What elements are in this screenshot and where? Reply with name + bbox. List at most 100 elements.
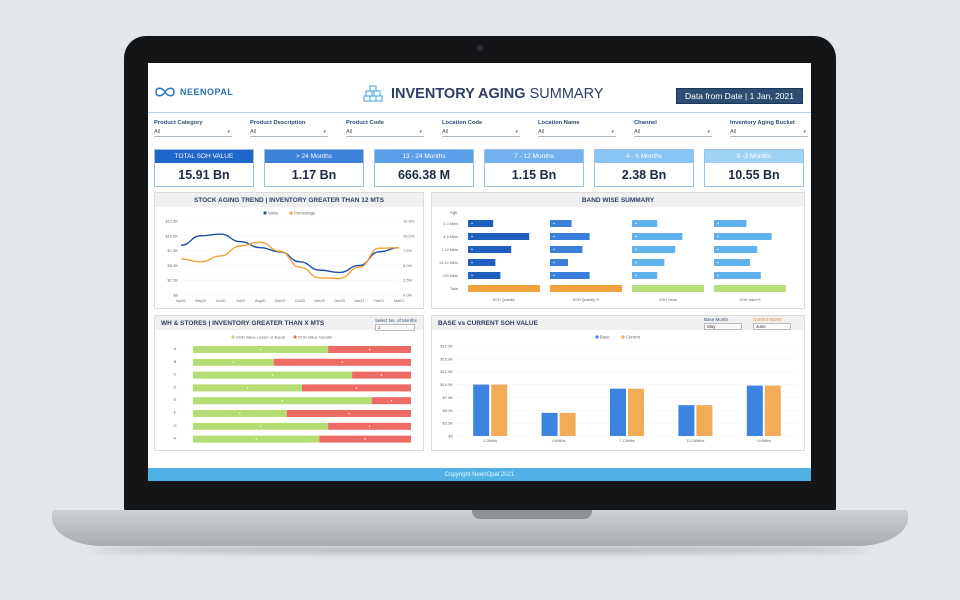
- filter-label: Location Name: [538, 120, 580, 126]
- band-column-label: SOH Quantity %: [573, 298, 600, 302]
- filter-6[interactable]: Inventory Aging Bucket All ▾: [730, 120, 808, 137]
- current-month-selector[interactable]: Current Month June: [753, 317, 791, 330]
- series-line-value[interactable]: [180, 233, 400, 274]
- base-month-selector[interactable]: Base Month May: [704, 317, 742, 330]
- bar-label-dot: [259, 348, 262, 351]
- legend-marker: [231, 335, 235, 339]
- months-selector[interactable]: Select No. of Months 2: [375, 318, 417, 331]
- filter-dropdown[interactable]: All ▾: [442, 128, 520, 137]
- bar-label-dot: [255, 438, 257, 440]
- kpi-card-1[interactable]: > 24 Months 1.17 Bn: [264, 149, 364, 187]
- band-bar[interactable]: [468, 233, 530, 240]
- bar-label-dot: [717, 222, 719, 225]
- bar-base[interactable]: [541, 412, 558, 436]
- band-bar[interactable]: [550, 246, 583, 253]
- filter-5[interactable]: Channel All ▾: [634, 120, 712, 137]
- bar-label-dot: [471, 235, 473, 238]
- filter-1[interactable]: Product Description All ▾: [250, 120, 328, 137]
- bar-current[interactable]: [559, 412, 576, 436]
- bar-base[interactable]: [610, 388, 626, 436]
- wh-title: WH & STORES | INVENTORY GREATER THAN X M…: [155, 316, 423, 330]
- x-tick: Jul20: [236, 299, 245, 303]
- band-bar[interactable]: [714, 285, 786, 292]
- infinity-logo-icon: [155, 87, 175, 97]
- filter-label: Product Description: [250, 120, 306, 126]
- laptop-shadow: [90, 546, 870, 554]
- current-month-value[interactable]: June: [753, 323, 791, 330]
- bar-base[interactable]: [473, 384, 490, 436]
- band-chart[interactable]: Age 0-3 Mths 4-6 Mths 7-12 Mths 13-24 Mths >2…: [432, 207, 804, 308]
- filter-0[interactable]: Product Category All ▾: [154, 120, 232, 137]
- band-bar[interactable]: [468, 259, 496, 266]
- bar-current[interactable]: [491, 384, 508, 436]
- brand-logo[interactable]: NEENOPAL: [154, 86, 233, 98]
- band-bar[interactable]: [632, 259, 665, 266]
- band-bar[interactable]: [550, 285, 622, 292]
- kpi-card-5[interactable]: 0 -3 Months 10.55 Bn: [704, 149, 804, 187]
- band-bar[interactable]: [714, 233, 772, 240]
- band-column-label: SOH Value: [659, 298, 677, 302]
- months-selector-value[interactable]: 2: [375, 324, 415, 331]
- months-selector-label: Select No. of Months: [375, 318, 417, 323]
- band-bar[interactable]: [550, 233, 590, 240]
- band-bar[interactable]: [714, 272, 761, 279]
- band-bar[interactable]: [632, 246, 676, 253]
- bar-current[interactable]: [696, 405, 713, 436]
- chevron-down-icon: ▾: [419, 129, 422, 135]
- filter-dropdown[interactable]: All ▾: [154, 128, 232, 137]
- band-bar[interactable]: [550, 259, 568, 266]
- bar-base[interactable]: [678, 405, 695, 436]
- legend-marker: [263, 211, 267, 215]
- filter-3[interactable]: Location Code All ▾: [442, 120, 520, 137]
- kpi-card-3[interactable]: 7 - 12 Months 1.15 Bn: [484, 149, 584, 187]
- filter-dropdown[interactable]: All ▾: [730, 128, 808, 137]
- band-bar[interactable]: [632, 285, 704, 292]
- band-bar[interactable]: [550, 272, 590, 279]
- band-bar[interactable]: [468, 272, 501, 279]
- band-bar[interactable]: [632, 233, 683, 240]
- band-bar[interactable]: [468, 220, 494, 227]
- bar-label-dot: [368, 425, 371, 427]
- trend-chart[interactable]: Value Percentage $12.5K $10.0K $7.5K $5.0K $2.…: [155, 207, 423, 308]
- trend-title: STOCK AGING TREND | INVENTORY GREATER TH…: [155, 193, 423, 207]
- band-bar[interactable]: [714, 246, 758, 253]
- kpi-value: 1.17 Bn: [291, 167, 337, 182]
- chevron-down-icon: ▾: [707, 129, 710, 135]
- laptop-base: [52, 510, 908, 546]
- x-tick: Apr20: [176, 299, 186, 303]
- band-bar[interactable]: [468, 246, 512, 253]
- filter-dropdown[interactable]: All ▾: [538, 128, 616, 137]
- base-chart[interactable]: Base Current $17.5K $15.0K $12.5K $10.0K $7.5K…: [432, 330, 804, 450]
- bar-base[interactable]: [746, 385, 763, 436]
- band-bar[interactable]: [714, 259, 750, 266]
- trend-panel: STOCK AGING TREND | INVENTORY GREATER TH…: [154, 192, 424, 309]
- base-month-value[interactable]: May: [704, 323, 742, 330]
- band-bar[interactable]: [468, 285, 540, 292]
- kpi-card-0[interactable]: TOTAL SOH VALUE 15.91 Bn: [154, 149, 254, 187]
- filter-4[interactable]: Location Name All ▾: [538, 120, 616, 137]
- band-bar[interactable]: [550, 220, 572, 227]
- kpi-card-4[interactable]: 4 - 6 Months 2.38 Bn: [594, 149, 694, 187]
- bar-current[interactable]: [764, 385, 781, 436]
- series-line-percentage[interactable]: [180, 241, 400, 280]
- x-tick: >24Mths: [756, 439, 771, 443]
- bar-label-dot: [471, 261, 473, 264]
- kpi-card-2[interactable]: 13 - 24 Months 666.38 M: [374, 149, 474, 187]
- band-bar[interactable]: [714, 220, 747, 227]
- x-tick: Jan21: [354, 299, 364, 303]
- filter-dropdown[interactable]: All ▾: [634, 128, 712, 137]
- bar-current[interactable]: [628, 388, 644, 436]
- y-tick: $17.5K: [440, 344, 453, 349]
- bar-label-dot: [717, 248, 719, 251]
- kpi-label: TOTAL SOH VALUE: [155, 150, 253, 163]
- band-bar[interactable]: [632, 220, 658, 227]
- band-bar[interactable]: [632, 272, 658, 279]
- bar-label-dot: [717, 274, 719, 277]
- wh-chart[interactable]: SOH Value Lesser or Equal SOH Value Great…: [155, 330, 423, 450]
- filter-value: All: [730, 129, 737, 135]
- filter-dropdown[interactable]: All ▾: [346, 128, 424, 137]
- filter-2[interactable]: Product Code All ▾: [346, 120, 424, 137]
- band-row-label: 0-3 Mths: [443, 222, 458, 226]
- filter-dropdown[interactable]: All ▾: [250, 128, 328, 137]
- bar-label-dot: [717, 261, 719, 264]
